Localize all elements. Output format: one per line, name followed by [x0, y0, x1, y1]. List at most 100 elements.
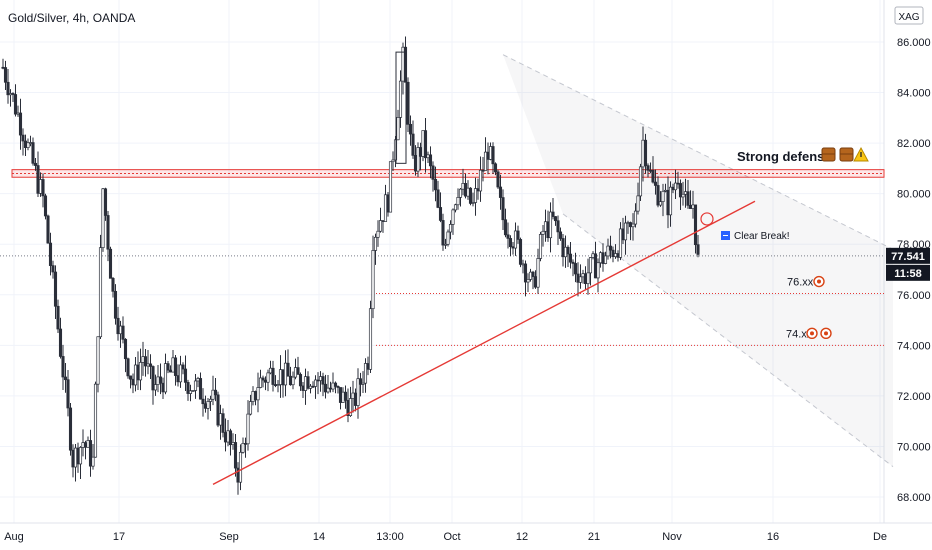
- candle-body: [308, 385, 313, 389]
- candle: [121, 316, 125, 344]
- candle-body: [663, 189, 668, 192]
- x-tick-label: 21: [588, 531, 600, 543]
- countdown-badge[interactable]: [886, 264, 930, 281]
- candle-body: [348, 398, 353, 416]
- trendline: [212, 200, 756, 485]
- wedge-projection: [503, 54, 893, 467]
- target-label: 76.xx: [787, 277, 814, 289]
- candle-body: [198, 378, 203, 400]
- candle-body: [398, 80, 403, 118]
- candle-body: [128, 375, 133, 380]
- x-tick-label: 13:00: [376, 531, 404, 543]
- candle: [233, 434, 238, 477]
- currency-badge[interactable]: [894, 6, 924, 25]
- candle-body: [351, 392, 355, 399]
- candle-body: [658, 201, 663, 206]
- candle-body: [633, 210, 638, 225]
- candle-body: [171, 357, 175, 373]
- candle: [138, 348, 143, 391]
- candle-body: [51, 265, 55, 273]
- candle-body: [38, 179, 43, 194]
- candle: [246, 400, 250, 451]
- candle-body: [21, 134, 25, 142]
- candle: [668, 181, 673, 227]
- candle-body: [603, 255, 608, 264]
- candle: [446, 229, 450, 247]
- candle-body: [436, 189, 440, 208]
- candle: [306, 371, 310, 390]
- candle-body: [71, 449, 75, 468]
- candle-body: [196, 378, 200, 382]
- candle: [248, 394, 253, 416]
- candle-body: [283, 362, 288, 386]
- candle: [603, 251, 608, 265]
- wedge-upper-line: [502, 54, 894, 250]
- candle-body: [468, 187, 473, 204]
- last-price-badge[interactable]: [886, 247, 930, 264]
- candle: [423, 118, 428, 173]
- candle-body: [58, 328, 63, 357]
- candle-body: [623, 222, 628, 241]
- candle: [113, 284, 118, 325]
- candle-body: [433, 178, 438, 191]
- candle: [11, 92, 15, 103]
- note-icon[interactable]: [721, 231, 730, 240]
- candle-body: [48, 242, 53, 266]
- candle: [556, 215, 560, 245]
- candle-body: [406, 81, 410, 125]
- candle-body: [266, 372, 270, 383]
- candle-body: [286, 362, 290, 377]
- candle: [368, 300, 373, 373]
- candle-body: [243, 443, 248, 445]
- candle: [631, 213, 635, 241]
- candle: [558, 227, 563, 241]
- price-axis[interactable]: 86.00084.00082.00080.00078.00076.00074.0…: [886, 37, 931, 504]
- candle-body: [496, 171, 500, 188]
- candle: [173, 355, 178, 386]
- candle: [651, 156, 655, 184]
- candle-body: [188, 390, 193, 394]
- currency-badge-label: XAG: [898, 12, 919, 23]
- candle: [438, 192, 443, 223]
- candle: [391, 151, 395, 171]
- candle-body: [93, 383, 98, 458]
- candle-body: [296, 367, 300, 375]
- candle-body: [203, 403, 208, 409]
- candle-body: [186, 382, 190, 394]
- candle: [191, 390, 195, 392]
- candle: [456, 188, 460, 210]
- candle: [406, 77, 410, 132]
- candle: [241, 437, 245, 454]
- grid: [0, 0, 932, 524]
- candle: [553, 216, 558, 226]
- candle-body: [141, 356, 145, 363]
- candle-body: [256, 387, 260, 401]
- candle: [258, 369, 263, 389]
- candle: [608, 235, 613, 259]
- candle-body: [261, 377, 265, 381]
- candle: [646, 163, 650, 178]
- candle-body: [533, 276, 538, 288]
- candle-body: [238, 451, 243, 483]
- candle: [436, 180, 440, 209]
- candle-body: [83, 442, 88, 448]
- candle-body: [301, 385, 305, 391]
- candle: [658, 191, 663, 207]
- candle-body: [323, 383, 328, 393]
- clear-break-label: Clear Break!: [734, 231, 790, 242]
- candle-body: [543, 221, 548, 232]
- time-axis[interactable]: Aug 17 Sep 14 13:00 Oct 12 21 Nov 16 De: [4, 531, 887, 543]
- candle-body: [181, 364, 185, 370]
- candle-body: [396, 117, 400, 141]
- candle: [61, 344, 65, 391]
- target-icon: [813, 275, 825, 288]
- warning-icon: [853, 146, 869, 162]
- candle: [358, 372, 363, 397]
- overlays: [0, 54, 894, 468]
- candle: [101, 187, 105, 252]
- candle-body: [61, 356, 65, 378]
- candle-body: [8, 93, 13, 96]
- candle-body: [158, 376, 163, 384]
- candle: [216, 391, 220, 428]
- candle-body: [258, 377, 263, 388]
